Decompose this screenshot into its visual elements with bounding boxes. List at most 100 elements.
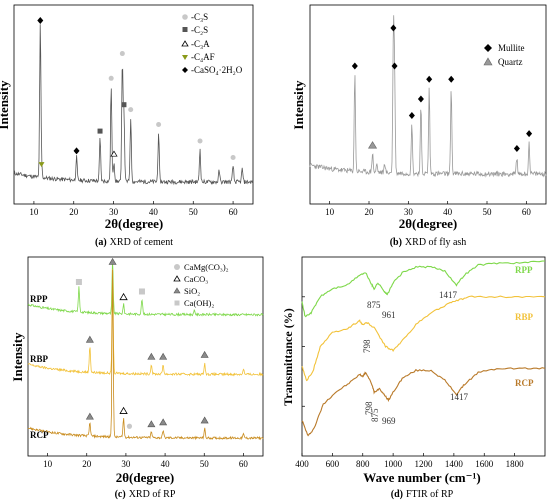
panel-c-legend: CaMg(CO₃)₂ CaCO₃ SiO₂ Ca(OH)₂ (173, 262, 229, 308)
panel-d-caption: (d) FTIR of RP (391, 489, 454, 500)
caption-tag: (c) (115, 489, 126, 500)
panel-d-xtick: 1000 (384, 459, 403, 469)
series-label-rpp: RPP (30, 294, 48, 304)
mullite-marker (513, 145, 520, 152)
sio2-marker (108, 257, 117, 265)
panel-c-xtick: 30 (121, 459, 131, 469)
c3s-marker (156, 122, 162, 127)
panel-c-xtick: 50 (200, 459, 210, 469)
panel-c-xticks: 10 20 30 40 50 60 (43, 459, 248, 469)
panel-b-xtick: 30 (404, 207, 414, 217)
legend-item: -C₂S (191, 25, 208, 35)
panel-d-xtick: 1200 (415, 459, 434, 469)
legend-item: -CaSO₄·2H₂O (191, 65, 243, 75)
c3s-circle-icon (182, 14, 188, 20)
ftir-rbp-line (301, 295, 546, 382)
mullite-marker (391, 62, 398, 70)
gypsum-marker (37, 17, 44, 25)
panel-d-xtick: 1600 (475, 459, 494, 469)
c2s-square-icon (182, 27, 188, 32)
legend-item: -C₃A (191, 39, 210, 49)
peak-annotation: 1417 (450, 392, 469, 402)
panel-a-ylabel: Intensity (0, 80, 11, 130)
panel-a: Intensity 2θ(degree) 10 20 30 40 50 60 -… (0, 4, 254, 248)
c3s-marker (197, 138, 203, 144)
sio2-marker (85, 412, 94, 420)
panel-d-xtick: 1400 (445, 459, 464, 469)
caption-text: XRD of cement (110, 237, 174, 248)
series-label-rcp: RCP (515, 378, 534, 388)
peak-annotation: 1417 (439, 290, 458, 300)
c3s-marker (230, 155, 236, 160)
portlandite-square-icon (174, 300, 180, 306)
panel-a-plot (13, 17, 254, 204)
c3s-marker (119, 51, 125, 57)
panel-c-xtick: 10 (43, 459, 53, 469)
quartz-triangle-icon (483, 57, 493, 66)
caption-text: FTIR of RP (406, 489, 454, 500)
panel-b-xtick: 20 (365, 207, 375, 217)
panel-d-xlabel: Wave number (cm⁻¹) (363, 470, 480, 485)
panel-b-xtick: 50 (483, 207, 493, 217)
panel-d-ylabel: Transmittance (%) (281, 308, 295, 405)
panel-d-annotations: 875 961 1417 798 798 875 969 1417 (362, 290, 469, 426)
legend-item: CaCO₃ (184, 274, 208, 284)
peak-annotation: 798 (362, 339, 372, 353)
panel-c: Intensity 2θ(degree) 10 20 30 40 50 60 R… (10, 256, 264, 500)
legend-item: Mullite (498, 43, 525, 53)
panel-a-xticks: 10 20 30 40 50 60 (29, 207, 238, 217)
panel-a-frame (13, 4, 254, 205)
panel-b-xtick: 40 (443, 207, 453, 217)
panel-b-caption: (b) XRD of fly ash (390, 237, 467, 248)
panel-c-frame (27, 256, 264, 457)
ftir-rpp-line (301, 260, 546, 318)
caption-tag: (d) (391, 489, 403, 500)
xrd-rpp-line (27, 260, 264, 317)
panel-c-xtick: 40 (161, 459, 171, 469)
series-label-rbp: RBP (515, 312, 534, 322)
c3a-triangle-icon (181, 40, 189, 47)
panel-b: Intensity 2θ(degree) 10 20 30 40 50 60 M… (291, 4, 547, 248)
sio2-triangle-icon (173, 287, 181, 294)
panel-c-caption: (c) XRD of RP (115, 489, 176, 500)
panel-a-legend: -C₃S -C₂S -C₃A -C₄AF -CaSO₄·2H₂O (181, 12, 243, 75)
panel-d-xtick: 400 (295, 459, 309, 469)
series-label-rpp: RPP (515, 265, 533, 275)
sio2-marker (85, 335, 94, 343)
panel-b-plot (309, 15, 547, 204)
legend-item: -C₄AF (191, 52, 215, 62)
panel-c-ylabel: Intensity (10, 332, 25, 382)
calcite-triangle-icon (173, 275, 181, 282)
portlandite-marker (138, 288, 145, 295)
xrd-flyash-line (309, 15, 547, 178)
legend-item: Quartz (498, 57, 523, 67)
caption-tag: (a) (95, 237, 107, 248)
series-label-rcp: RCP (30, 430, 49, 440)
peak-annotation: 961 (382, 310, 396, 320)
legend-item: SiO₂ (184, 286, 200, 296)
panel-d: Transmittance (%) Wave number (cm⁻¹) 400… (281, 256, 546, 500)
panel-b-xtick: 10 (325, 207, 335, 217)
panel-c-xlabel: 2θ(degree) (116, 470, 175, 485)
panel-c-xtick: 20 (82, 459, 92, 469)
calcite-marker (119, 406, 128, 414)
dolomite-circle-icon (174, 264, 180, 270)
panel-b-ylabel: Intensity (291, 80, 306, 130)
panel-a-xtick: 10 (29, 207, 39, 217)
c4af-marker (38, 162, 45, 168)
xrd-rcp-line (27, 269, 264, 441)
mullite-marker (417, 95, 424, 103)
panel-b-xticks: 10 20 30 40 50 60 (325, 207, 531, 217)
panel-c-xtick: 60 (239, 459, 249, 469)
c4af-triangle-down-icon (182, 55, 188, 60)
mullite-marker (526, 130, 533, 138)
peak-annotation: 969 (382, 416, 396, 426)
panel-b-xtick: 60 (522, 207, 532, 217)
caption-text: XRD of RP (129, 489, 176, 500)
caption-text: XRD of fly ash (405, 237, 466, 248)
panel-a-xtick: 60 (229, 207, 239, 217)
peak-annotation: 875 (370, 408, 380, 422)
mullite-marker (351, 62, 358, 70)
sio2-marker (200, 350, 209, 358)
